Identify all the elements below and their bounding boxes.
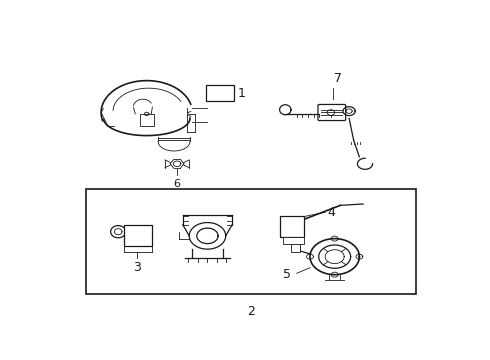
Text: 6: 6	[173, 179, 181, 189]
Bar	[280, 216, 304, 237]
Text: 1: 1	[238, 87, 245, 100]
Bar	[283, 237, 304, 244]
FancyBboxPatch shape	[318, 104, 345, 121]
Text: 2: 2	[247, 305, 255, 318]
Bar	[86, 189, 416, 294]
Bar	[206, 85, 234, 102]
Bar	[124, 225, 152, 246]
Text: 5: 5	[283, 268, 291, 281]
Bar	[140, 114, 153, 126]
Text: 4: 4	[327, 206, 335, 219]
Text: 3: 3	[133, 261, 141, 274]
Text: 7: 7	[335, 72, 343, 85]
Bar	[291, 244, 300, 252]
